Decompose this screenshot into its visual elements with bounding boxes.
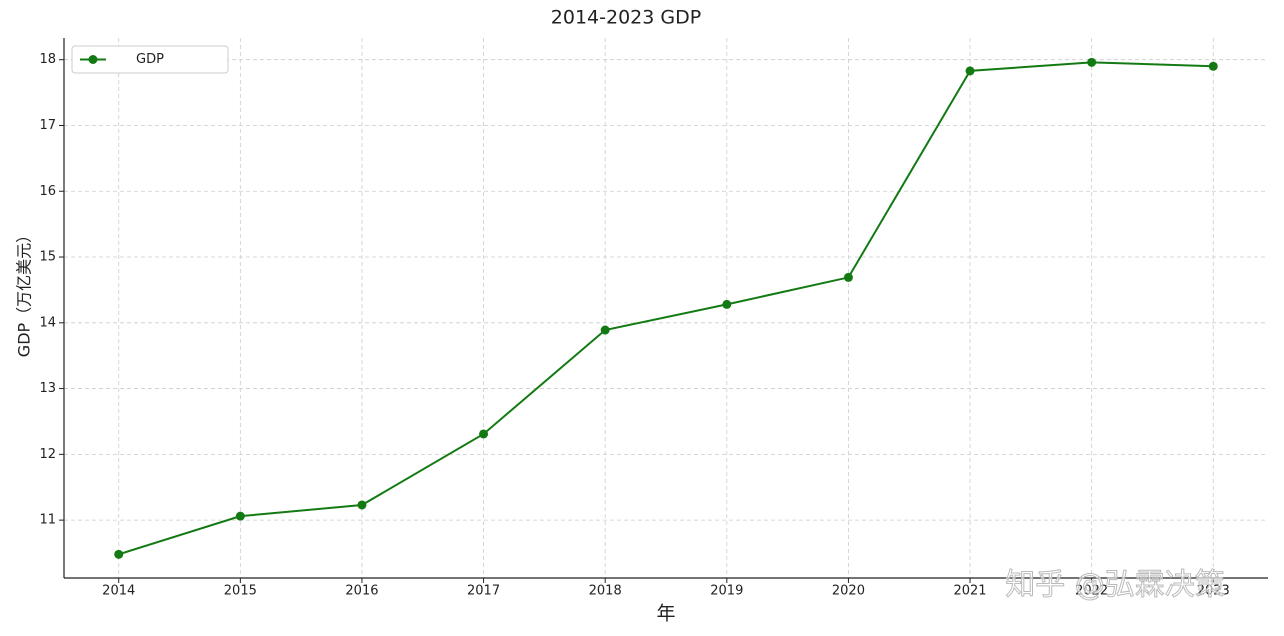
x-tick-label: 2018	[589, 584, 622, 599]
y-tick-label: 12	[39, 447, 56, 462]
x-tick-label: 2023	[1197, 584, 1230, 599]
y-axis-label: GDP（万亿美元）	[15, 227, 34, 357]
x-tick-label: 2021	[953, 584, 986, 599]
legend-marker	[88, 55, 98, 64]
x-axis-label: 年	[656, 603, 675, 625]
point	[1087, 57, 1097, 67]
y-tick-label: 18	[39, 52, 56, 67]
point	[479, 429, 489, 439]
x-tick-label: 2015	[224, 584, 257, 599]
chart-title: 2014-2023 GDP	[551, 7, 701, 29]
point	[843, 272, 853, 282]
legend-label: GDP	[136, 52, 164, 67]
x-tick-label: 2017	[467, 584, 500, 599]
y-tick-label: 13	[39, 381, 56, 396]
y-tick-label: 14	[39, 315, 56, 330]
y-tick-label: 15	[39, 250, 56, 265]
point	[722, 299, 732, 309]
y-tick-label: 17	[39, 118, 56, 133]
point	[114, 549, 124, 559]
x-tick-label: 2016	[345, 584, 378, 599]
x-tick-label: 2020	[832, 584, 865, 599]
point	[965, 66, 975, 76]
x-tick-label: 2019	[710, 584, 743, 599]
point	[357, 500, 367, 510]
legend-box	[71, 45, 229, 74]
watermark: 知乎 @弘霖决策	[1005, 568, 1225, 603]
point	[1208, 61, 1218, 71]
point	[600, 325, 610, 335]
line	[118, 61, 1214, 556]
y-tick-label: 16	[39, 184, 56, 199]
y-tick-label: 11	[39, 513, 56, 528]
point	[235, 511, 245, 521]
x-tick-label: 2022	[1075, 584, 1108, 599]
x-tick-label: 2014	[102, 584, 135, 599]
